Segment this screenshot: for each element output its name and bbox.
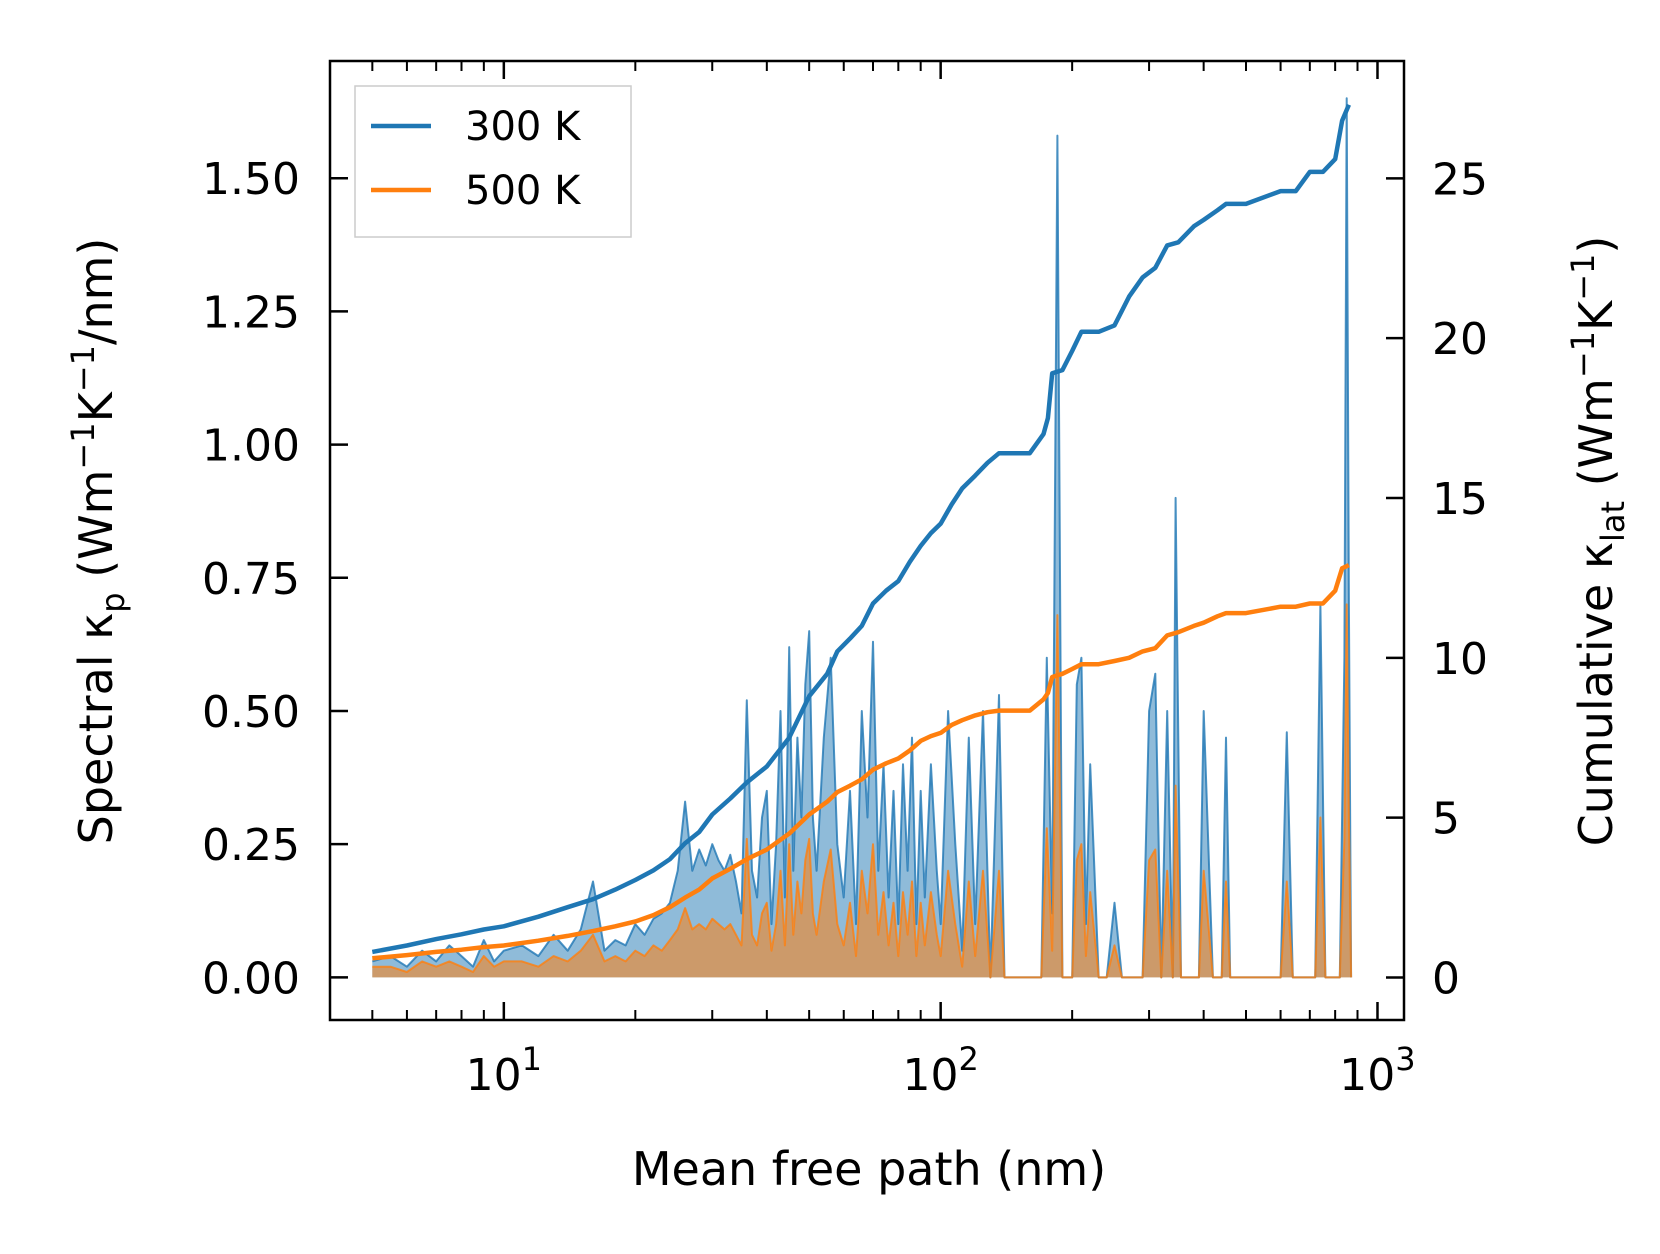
cumulative-line-500-k bbox=[372, 563, 1350, 961]
y-right-tick-label: 20 bbox=[1432, 314, 1488, 365]
cumulative-line-layer bbox=[371, 103, 1351, 961]
spectral-area-500-k-spectral bbox=[372, 604, 1352, 978]
y-right-tick-label: 15 bbox=[1432, 474, 1488, 525]
y-left-tick-label: 1.50 bbox=[202, 154, 300, 205]
y-right-axis-title: Cumulative κlat (Wm−1K−1) bbox=[1564, 236, 1632, 847]
plot-frame bbox=[328, 59, 1406, 1022]
axes-layer: 101 102 103 0.00 0.25 0.50 0.75 1.00 1.25 1.50 0 5 1… bbox=[202, 59, 1488, 1101]
x-tick-label: 101 bbox=[466, 1040, 542, 1101]
y-left-tick-label: 0.25 bbox=[202, 820, 300, 871]
y-left-tick-label: 0.00 bbox=[202, 953, 300, 1004]
cumulative-line-300-k bbox=[371, 103, 1351, 955]
legend-box bbox=[354, 85, 632, 238]
y-left-tick-label: 0.75 bbox=[202, 554, 300, 605]
spectral-line-500-k-spectral bbox=[372, 603, 1353, 979]
y-right-tick-label: 25 bbox=[1432, 154, 1488, 205]
y-right-tick-label: 10 bbox=[1432, 634, 1488, 685]
legend-label-300k: 300 K bbox=[465, 104, 582, 150]
legend-label-500k: 500 K bbox=[465, 168, 582, 214]
spectral-area-300-k-spectral bbox=[372, 98, 1352, 978]
y-left-axis-title: Spectral κp (Wm−1K−1/nm) bbox=[64, 238, 132, 845]
y-right-tick-label: 0 bbox=[1432, 953, 1460, 1004]
y-right-tick-label: 5 bbox=[1432, 794, 1460, 845]
x-tick-label: 102 bbox=[902, 1040, 978, 1101]
x-axis-title: Mean free path (nm) bbox=[632, 1142, 1106, 1196]
y-left-tick-label: 1.25 bbox=[202, 287, 300, 338]
y-left-tick-label: 1.00 bbox=[202, 421, 300, 472]
legend: 300 K 500 K bbox=[354, 85, 632, 238]
x-tick-label: 103 bbox=[1339, 1040, 1415, 1101]
spectral-fill-layer bbox=[372, 98, 1352, 978]
spectral-line-300-k-spectral bbox=[372, 97, 1353, 979]
spectral-line-layer bbox=[372, 97, 1353, 979]
y-left-tick-label: 0.50 bbox=[202, 687, 300, 738]
